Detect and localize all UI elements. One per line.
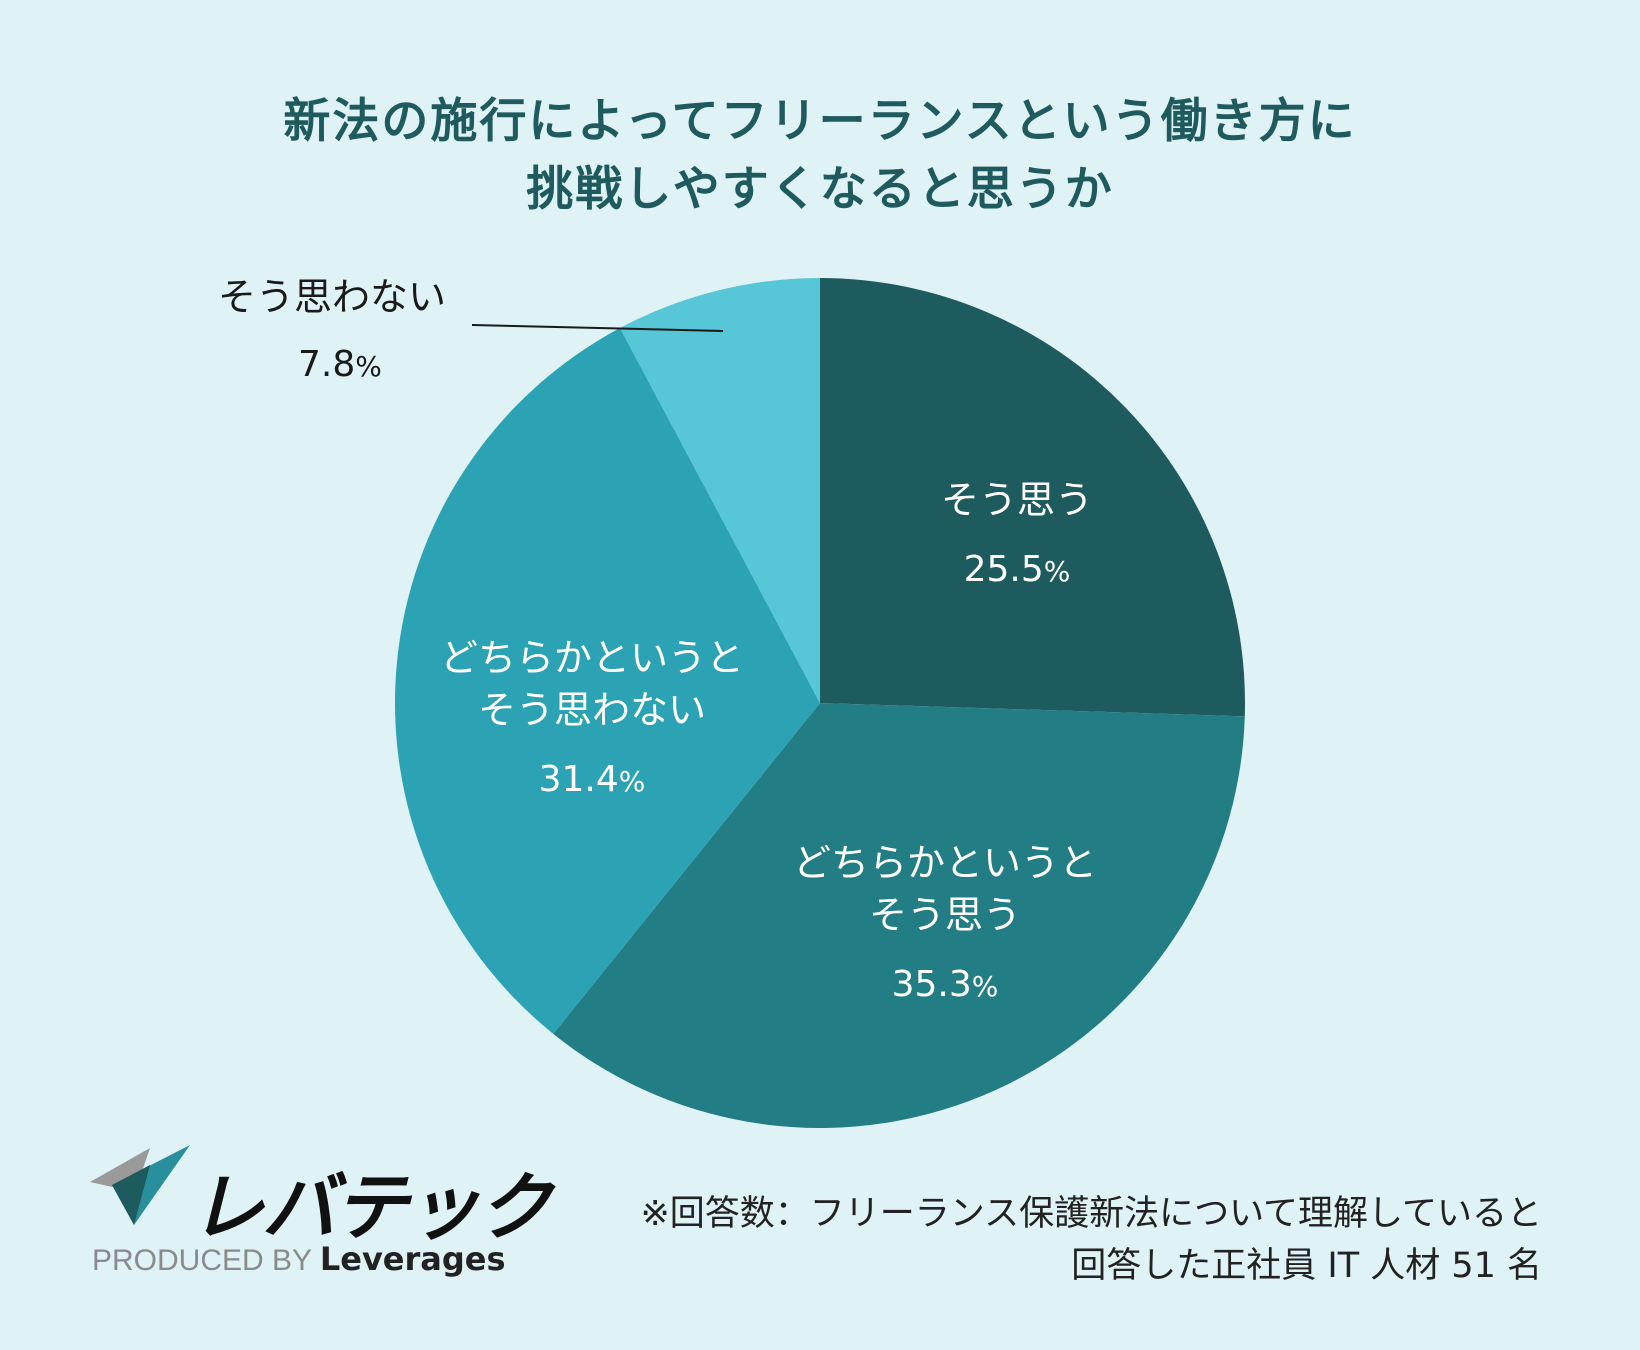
slice-sou-omou-label: そう思う 25.5%: [941, 478, 1093, 590]
slice-value-text: 7.8%: [298, 344, 382, 385]
slice-value-text: 35.3%: [892, 964, 999, 1005]
produced-by-text: PRODUCED BY: [92, 1244, 312, 1277]
brand-name: レバテック: [190, 1165, 552, 1251]
slice-label-text: どちらかというと: [793, 841, 1097, 885]
slice-sou-omowanai-label: そう思わない 7.8%: [218, 275, 724, 385]
footnote: ※回答数：フリーランス保護新法について理解していると 回答した正社員 IT 人材…: [640, 1188, 1542, 1292]
slice-label-text: そう思う: [941, 478, 1093, 522]
slice-label-text: そう思う: [869, 893, 1021, 937]
slice-value-text: 31.4%: [539, 759, 646, 800]
chart-title-line-1: 新法の施行によってフリーランスという働き方に: [283, 94, 1357, 149]
slice-dochiraka-sou-omowanai: [395, 328, 820, 1034]
slice-label-text: そう思わない: [478, 688, 706, 732]
company-name: Leverages: [319, 1240, 506, 1278]
footnote-line-2: 回答した正社員 IT 人材 51 名: [1071, 1246, 1542, 1286]
slice-value-text: 25.5%: [964, 549, 1071, 590]
slice-sou-omou: [820, 278, 1245, 717]
slice-label-text: どちらかというと: [440, 636, 744, 680]
slice-sou-omowanai: [619, 278, 820, 703]
chart-title: 新法の施行によってフリーランスという働き方に 挑戦しやすくなると思うか: [0, 88, 1640, 224]
produced-by: PRODUCED BY Leverages: [92, 1240, 506, 1278]
footnote-line-1: ※回答数：フリーランス保護新法について理解していると: [640, 1194, 1542, 1234]
leader-line: [471, 324, 724, 332]
chart-title-line-2: 挑戦しやすくなると思うか: [526, 162, 1114, 217]
slice-label-text: そう思わない: [218, 275, 446, 319]
levtech-logo-icon: [90, 1145, 190, 1225]
slice-dochiraka-sou-omou: [553, 703, 1245, 1128]
